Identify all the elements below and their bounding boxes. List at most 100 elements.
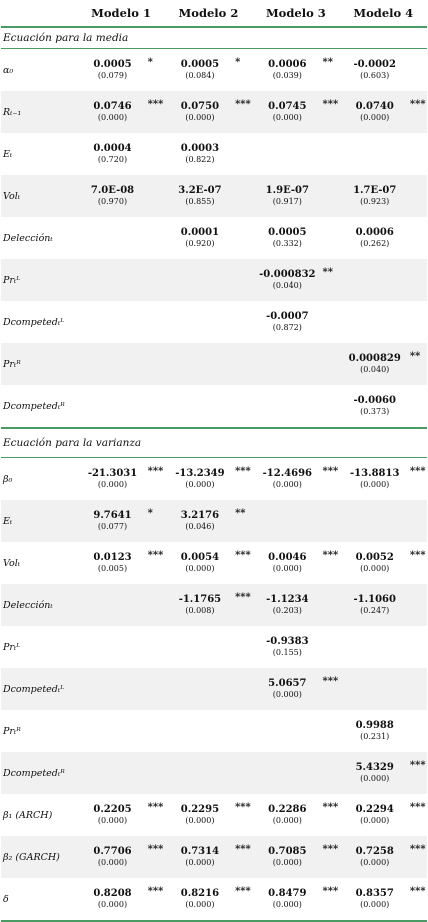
significance-stars <box>235 668 253 710</box>
estimate-cell: 0.0052 (0.000) <box>340 542 410 584</box>
table-row: δ 0.8208 (0.000) *** 0.8216 (0.000) *** 0.8479(… <box>1 878 427 922</box>
significance-stars <box>148 710 165 752</box>
estimate-cell: 0.8208 (0.000) <box>77 878 148 922</box>
table-row: β₀ -21.3031 (0.000) *** -13.2349 (0.000) *** -1… <box>1 458 427 501</box>
estimate-cell <box>77 259 148 301</box>
coefficient: 3.2E-07 <box>178 185 222 196</box>
table-row: Delecciónₜ 0.0001 (0.920) 0.0005 (0.332) 0.00… <box>1 217 427 259</box>
significance-stars: * <box>147 57 153 68</box>
row-label: Prₜᴿ <box>3 725 21 737</box>
header-modelo-4: Modelo 4 <box>339 0 427 28</box>
coefficient: 0.8208 <box>93 888 132 899</box>
estimate-cell: -1.1234 (0.203) <box>252 584 323 626</box>
significance-stars <box>322 133 339 175</box>
p-value: (0.000) <box>360 816 390 825</box>
table-row: Prₜᴸ -0.9383 (0.155) <box>1 626 427 668</box>
p-value: (0.039) <box>272 71 302 80</box>
p-value: (0.203) <box>272 606 302 615</box>
p-value: (0.005) <box>97 564 128 573</box>
coefficient: 1.7E-07 <box>353 185 397 196</box>
p-value: (0.000) <box>185 113 215 122</box>
significance-stars: *** <box>147 91 165 133</box>
coefficient: 0.8357 <box>355 888 394 899</box>
significance-stars: *** <box>235 836 253 878</box>
estimate-cell <box>77 343 148 385</box>
significance-stars <box>322 217 339 259</box>
coefficient: 0.000829 <box>348 353 401 364</box>
row-label: Dcompetedₜᴸ <box>1 668 78 710</box>
p-value: (0.000) <box>360 113 390 122</box>
header-blank <box>1 0 78 28</box>
significance-stars: *** <box>409 752 427 794</box>
significance-stars <box>410 301 427 343</box>
p-value: (0.000) <box>185 900 215 909</box>
coefficient: 0.8216 <box>180 888 220 899</box>
estimate-cell: 0.7706 (0.000) <box>77 836 148 878</box>
significance-stars <box>409 584 427 626</box>
estimate-cell: 0.2286 (0.000) <box>252 794 322 836</box>
row-label: Dcompetedₜᴿ <box>3 400 65 412</box>
p-value: (0.000) <box>360 774 390 783</box>
row-label: Eₜ <box>1 500 78 542</box>
estimate-cell: 0.8357 (0.000) <box>339 878 410 922</box>
estimate-cell <box>77 584 148 626</box>
p-value: (0.000) <box>360 564 390 573</box>
estimate-cell: -21.3031 (0.000) <box>77 458 147 501</box>
p-value: (0.000) <box>360 480 390 489</box>
estimate-cell: -0.0002 (0.603) <box>340 49 410 92</box>
estimate-cell: 0.8479 (0.000) <box>252 878 323 922</box>
coefficient: -1.1765 <box>178 594 222 605</box>
estimate-cell <box>77 710 147 752</box>
p-value: (0.040) <box>272 281 302 290</box>
p-value: (0.920) <box>185 239 215 248</box>
significance-stars: *** <box>322 802 339 813</box>
coefficient: 0.0005 <box>180 59 220 70</box>
estimate-cell <box>164 259 236 301</box>
significance-stars: *** <box>147 550 164 561</box>
p-value: (0.332) <box>272 239 302 248</box>
significance-stars <box>410 217 427 259</box>
p-value: (0.917) <box>272 197 302 206</box>
estimate-cell: 0.2205 (0.000) <box>77 794 147 836</box>
coefficient: -0.0007 <box>266 311 309 322</box>
row-label: Delecciónₜ <box>3 232 53 244</box>
significance-stars: *** <box>147 802 164 813</box>
p-value: (0.262) <box>360 239 390 248</box>
estimate-cell: 0.0001 (0.920) <box>165 217 235 259</box>
table-row: Prₜᴿ 0.000829 (0.040) ** <box>1 343 427 385</box>
p-value: (0.000) <box>97 900 128 909</box>
coefficient: 0.0052 <box>355 552 394 563</box>
significance-stars <box>235 752 253 794</box>
significance-stars: *** <box>235 466 251 477</box>
estimate-cell: 0.2295 (0.000) <box>165 794 235 836</box>
estimate-cell: 0.0046 (0.000) <box>252 542 322 584</box>
p-value: (0.970) <box>97 197 128 206</box>
significance-stars: *** <box>322 550 339 561</box>
estimate-cell: 1.9E-07 (0.917) <box>252 175 323 217</box>
row-label: δ <box>1 878 78 922</box>
estimate-cell <box>340 133 410 175</box>
p-value: (0.000) <box>272 816 302 825</box>
estimate-cell <box>164 668 236 710</box>
significance-stars <box>148 626 165 668</box>
p-value: (0.000) <box>97 816 128 825</box>
section-header: Ecuación para la varianza <box>1 427 427 458</box>
p-value: (0.155) <box>272 648 302 657</box>
coefficient: 7.0E-08 <box>90 185 135 196</box>
row-label: α₀ <box>3 64 14 76</box>
significance-stars <box>147 752 165 794</box>
significance-stars <box>148 217 165 259</box>
table-body: Ecuación para la media α₀ 0.0005 (0.079) * 0.… <box>1 27 427 922</box>
p-value: (0.923) <box>360 197 390 206</box>
p-value: (0.008) <box>185 606 215 615</box>
estimate-cell <box>165 626 235 668</box>
significance-stars: *** <box>409 466 426 477</box>
significance-stars <box>147 668 165 710</box>
row-label: β₀ <box>3 473 13 485</box>
p-value: (0.000) <box>360 900 390 909</box>
estimate-cell: -12.4696 (0.000) <box>252 458 322 501</box>
significance-stars <box>235 301 252 343</box>
significance-stars: *** <box>147 878 165 922</box>
coefficient: 1.9E-07 <box>265 185 309 196</box>
